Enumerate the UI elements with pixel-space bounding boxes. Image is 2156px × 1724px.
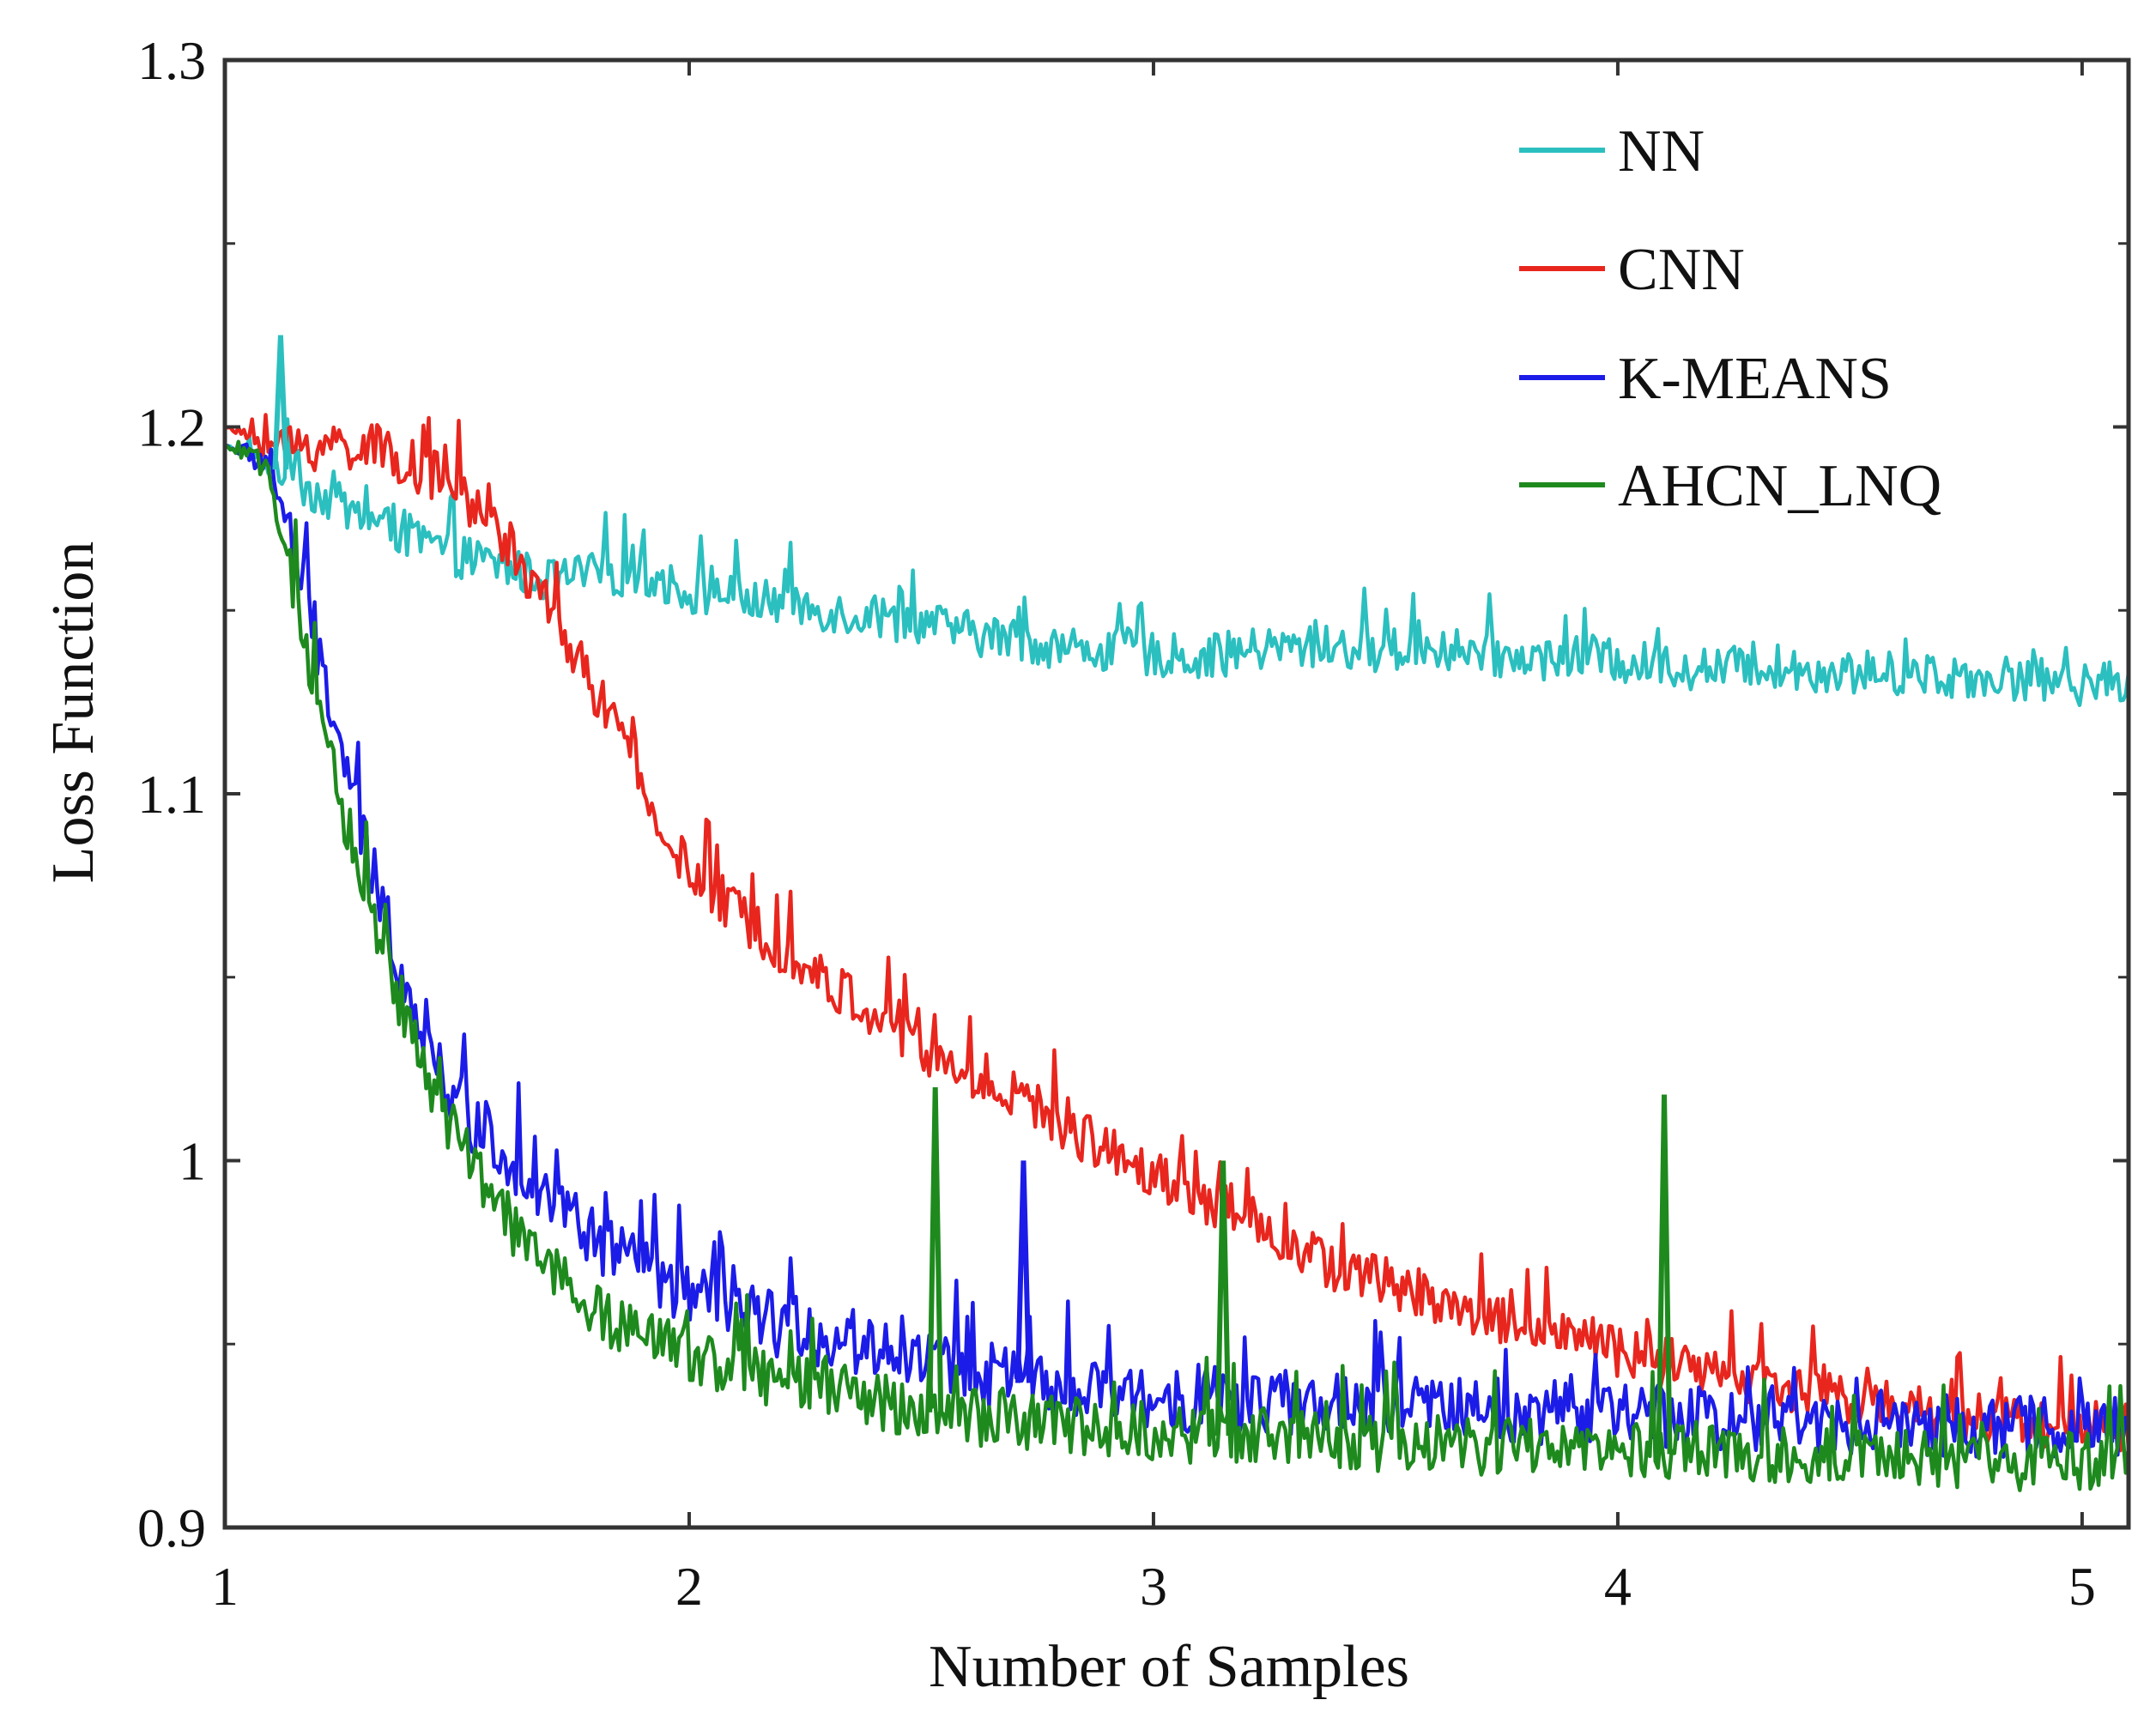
x-axis-title: Number of Samples bbox=[929, 1634, 1409, 1700]
spike-ahcn-lnq bbox=[927, 1086, 944, 1412]
series-line-cnn bbox=[224, 413, 2131, 1453]
spike-ahcn-lnq bbox=[1656, 1094, 1673, 1455]
series-line-ahcn-lnq bbox=[224, 439, 2131, 1492]
series-layer bbox=[224, 335, 2131, 1492]
spike-k-means bbox=[1014, 1160, 1032, 1383]
series-line-k-means bbox=[224, 442, 2131, 1459]
legend-label: AHCN_LNQ bbox=[1618, 453, 1941, 519]
spike-ahcn-lnq bbox=[1214, 1160, 1232, 1437]
legend-label: K-MEANS bbox=[1618, 346, 1892, 412]
x-tick-label: 5 bbox=[2068, 1556, 2096, 1617]
x-tick-label: 2 bbox=[675, 1556, 703, 1617]
legend-label: CNN bbox=[1618, 237, 1745, 303]
y-tick-label: 0.9 bbox=[137, 1497, 206, 1558]
x-tick-label: 1 bbox=[211, 1556, 239, 1617]
x-tick-label: 3 bbox=[1140, 1556, 1167, 1617]
y-tick-label: 1 bbox=[179, 1131, 206, 1192]
y-tick-label: 1.3 bbox=[137, 30, 206, 91]
legend: NN CNN K-MEANS AHCN_LNQ bbox=[1519, 118, 1941, 519]
legend-label: NN bbox=[1618, 118, 1705, 184]
y-tick-label: 1.2 bbox=[137, 397, 206, 458]
x-tick-label: 4 bbox=[1604, 1556, 1632, 1617]
plot-background bbox=[225, 60, 2129, 1527]
y-axis-title: Loss Function bbox=[40, 541, 106, 884]
tick-layer: 1 2 3 4 50.911.11.21.3 bbox=[137, 30, 2129, 1617]
spike-nn bbox=[272, 335, 289, 470]
y-tick-label: 1.1 bbox=[137, 764, 206, 825]
